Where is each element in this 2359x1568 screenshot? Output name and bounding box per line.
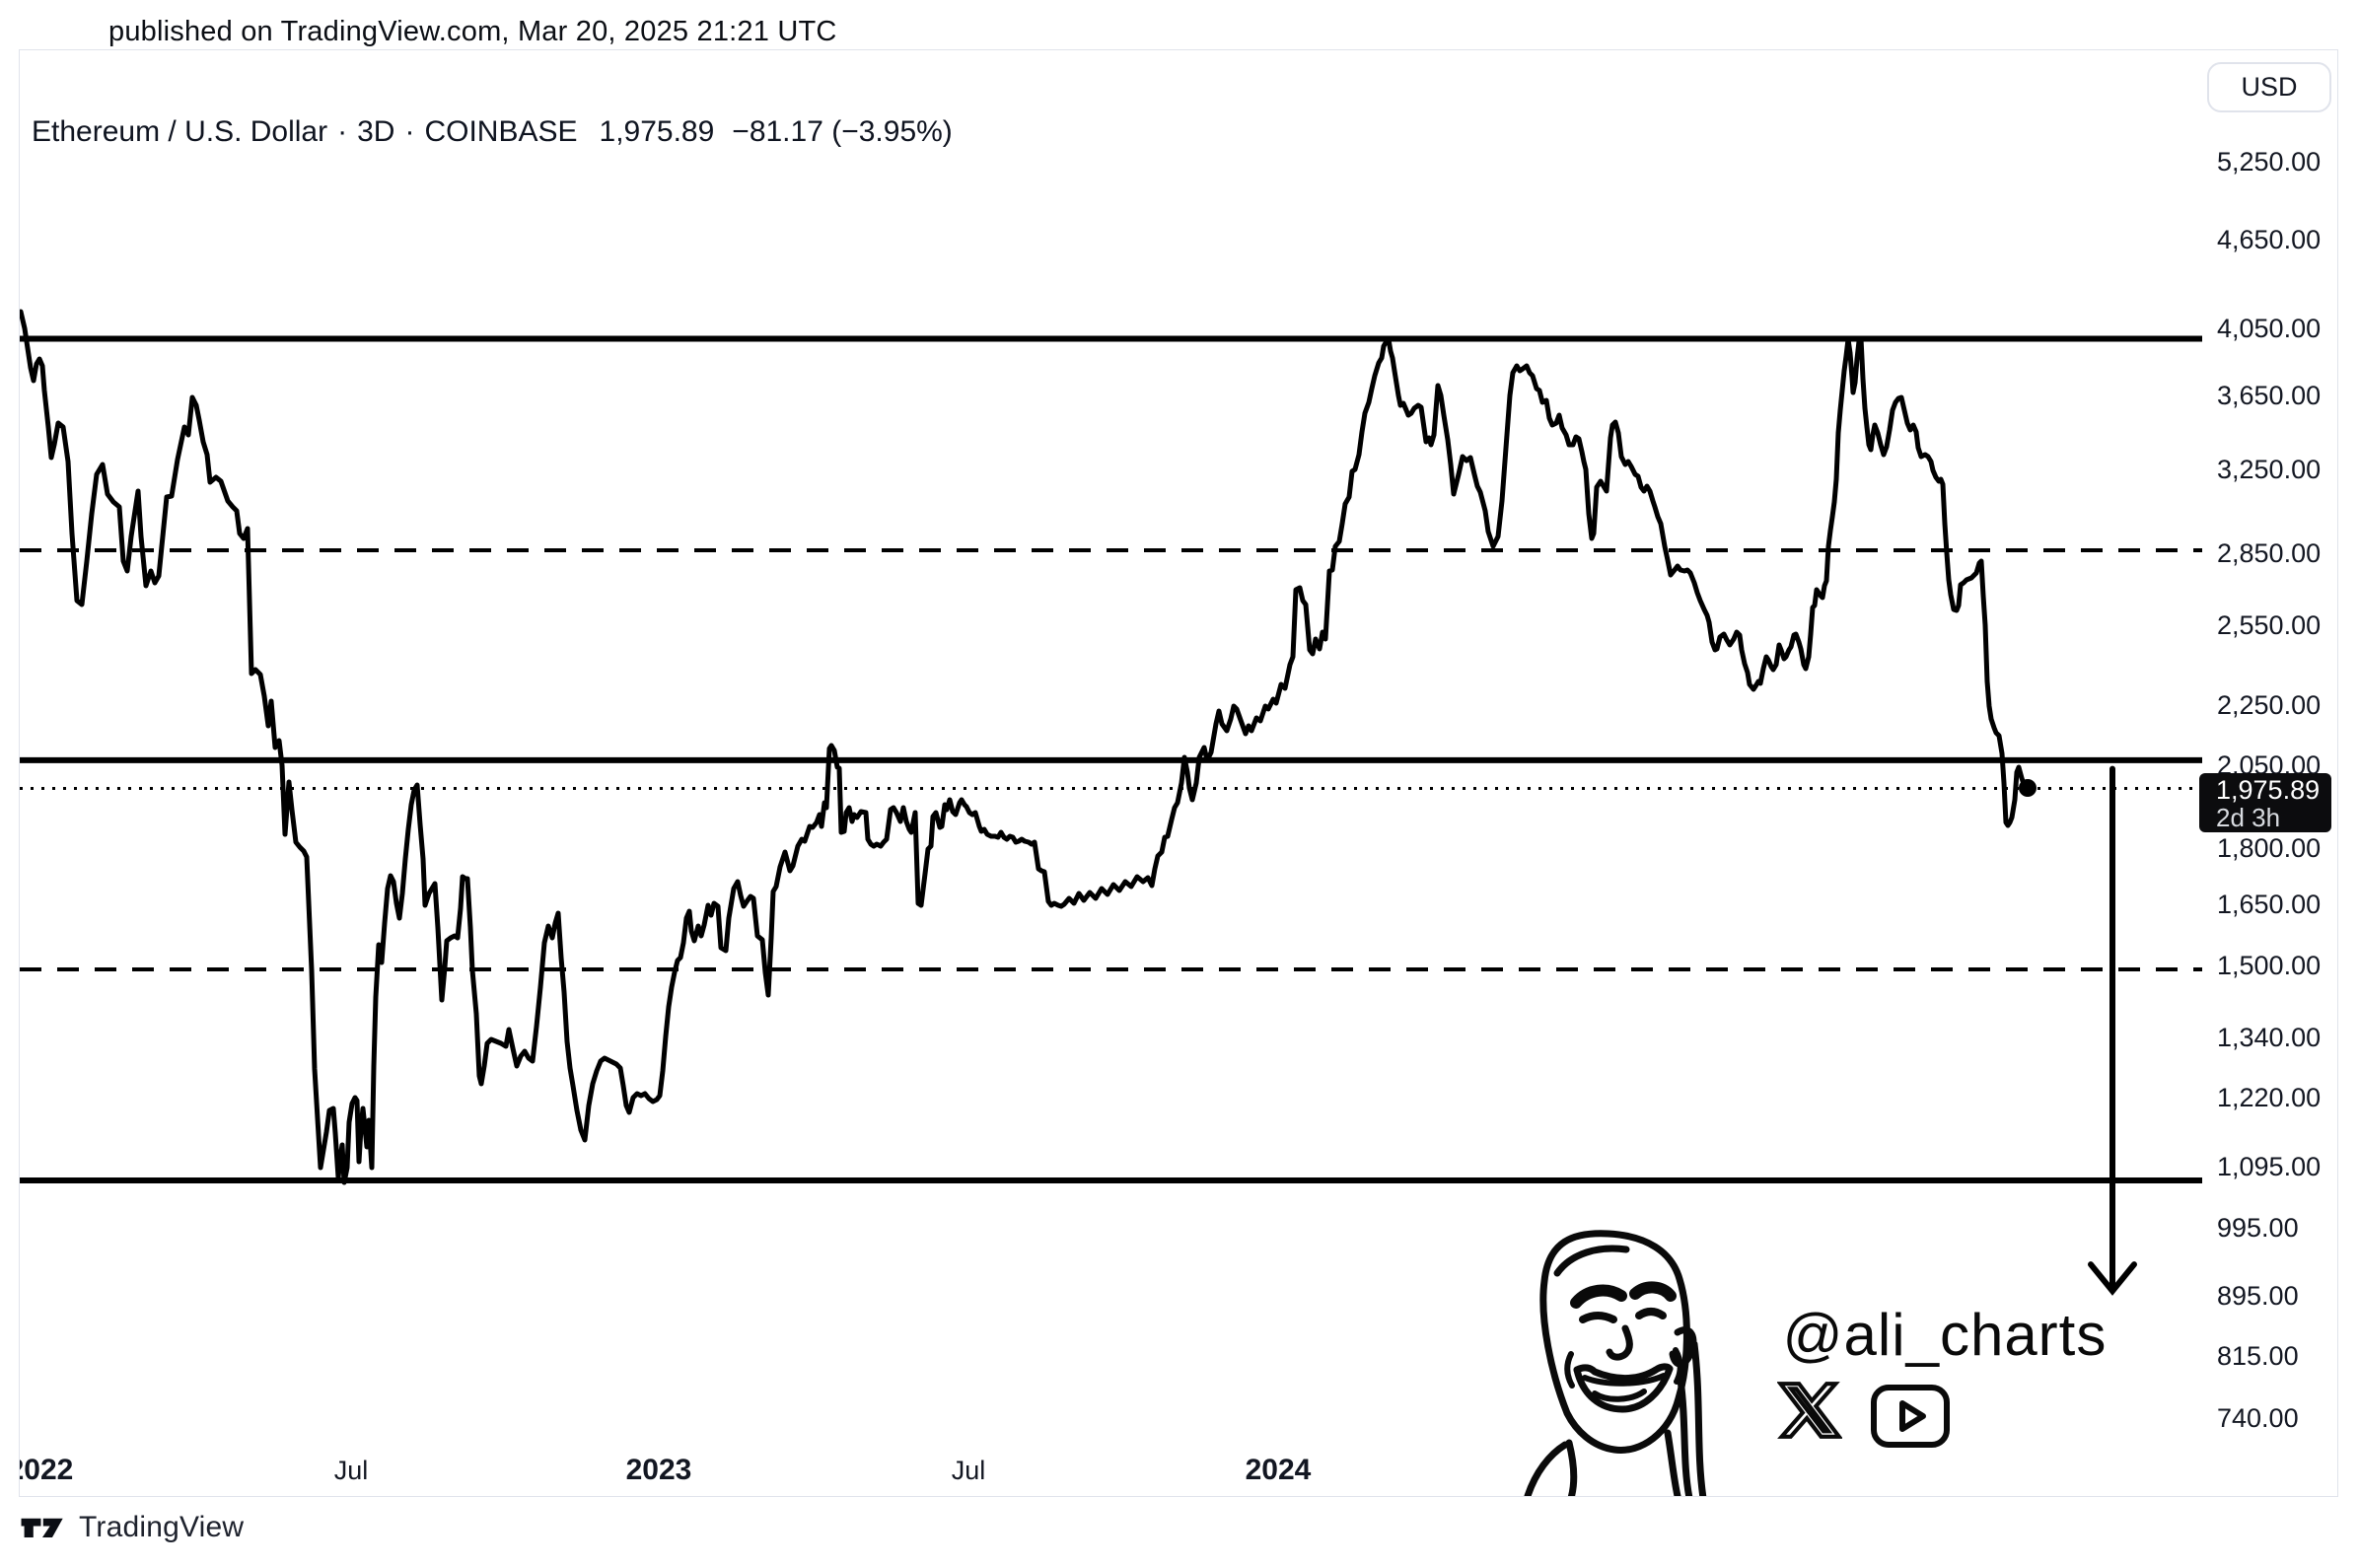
price-tick-740: 740.00 <box>2217 1402 2299 1433</box>
x-logo-icon[interactable] <box>1777 1378 1842 1443</box>
exchange-label: COINBASE <box>424 115 578 148</box>
x-logo-path <box>1777 1382 1842 1439</box>
hair-strand-2 <box>1690 1340 1707 1496</box>
right-eyebrow <box>1629 1281 1677 1302</box>
price-tick-1800: 1,800.00 <box>2217 833 2322 864</box>
title-separator: · <box>337 115 348 148</box>
left-shoulder <box>1524 1441 1569 1496</box>
time-tick-jul: Jul <box>333 1456 369 1485</box>
time-tick-2022: 2022 <box>20 1454 74 1486</box>
collar <box>1565 1439 1578 1496</box>
publish-note: published on TradingView.com, Mar 20, 20… <box>108 16 837 47</box>
arrow-part <box>2088 1261 2137 1296</box>
currency-unit-label: USD <box>2241 72 2298 102</box>
tradingview-wordmark: TradingView <box>79 1511 245 1543</box>
left-smile-crease <box>1564 1351 1575 1389</box>
right-eye <box>1635 1308 1667 1319</box>
badge-price: 1,975.89 <box>2216 774 2321 805</box>
symbol-title-row: Ethereum / U.S. Dollar · 3D · COINBASE 1,975.… <box>32 115 953 149</box>
price-tick-3650: 3,650.00 <box>2217 380 2322 410</box>
youtube-play-triangle <box>1899 1400 1926 1432</box>
left-eyebrow <box>1570 1284 1627 1309</box>
price-tick-2850: 2,850.00 <box>2217 538 2322 569</box>
time-tick-2023: 2023 <box>625 1454 692 1486</box>
last-price-text: 1,975.89 <box>599 115 715 148</box>
last-price-marker <box>2019 779 2037 797</box>
time-tick-2024: 2024 <box>1245 1454 1312 1486</box>
horizontal-levels <box>20 335 2202 1183</box>
interval-label[interactable]: 3D <box>357 115 395 148</box>
tv-mark-seven <box>42 1518 63 1537</box>
currency-unit-button[interactable]: USD <box>2207 62 2331 112</box>
price-tick-995: 995.00 <box>2217 1213 2299 1244</box>
left-eye <box>1579 1312 1617 1323</box>
price-change-text: −81.17 (−3.95%) <box>732 115 953 148</box>
youtube-frame <box>1871 1385 1950 1448</box>
artist-face-sketch <box>1524 1230 1707 1496</box>
price-tick-815: 815.00 <box>2217 1341 2299 1372</box>
hairline <box>1553 1245 1630 1277</box>
neck <box>1664 1429 1681 1496</box>
footer-brand-row[interactable]: TradingView <box>20 1511 244 1544</box>
hair-strand <box>1677 1376 1693 1496</box>
teeth-line <box>1582 1373 1667 1387</box>
symbol-name[interactable]: Ethereum / U.S. Dollar <box>32 115 328 148</box>
youtube-logo-icon[interactable] <box>1870 1384 1951 1449</box>
price-tick-895: 895.00 <box>2217 1281 2299 1312</box>
title-separator: · <box>404 115 415 148</box>
price-tick-4650: 4,650.00 <box>2217 225 2322 255</box>
watermark-handle: @ali_charts <box>1782 1302 2108 1368</box>
projection-arrow-down <box>2088 765 2137 1296</box>
price-tick-2250: 2,250.00 <box>2217 690 2322 721</box>
price-chart-canvas[interactable] <box>20 50 2338 1497</box>
price-tick-2550: 2,550.00 <box>2217 609 2322 640</box>
tongue <box>1592 1389 1647 1402</box>
tradingview-logo-icon <box>21 1518 63 1537</box>
ear <box>1669 1326 1697 1368</box>
price-tick-1650: 1,650.00 <box>2217 889 2322 919</box>
mouth <box>1573 1365 1674 1413</box>
price-tick-3250: 3,250.00 <box>2217 455 2322 485</box>
price-line-series <box>20 309 2031 1185</box>
price-tick-1220: 1,220.00 <box>2217 1082 2322 1112</box>
price-tick-5250: 5,250.00 <box>2217 147 2322 178</box>
time-tick-jul: Jul <box>951 1456 986 1485</box>
tv-mark-left <box>21 1518 41 1537</box>
price-tick-1340: 1,340.00 <box>2217 1022 2322 1052</box>
upper-lip <box>1573 1363 1674 1383</box>
price-tick-1500: 1,500.00 <box>2217 950 2322 980</box>
nose <box>1606 1324 1633 1361</box>
chart-card: Ethereum / U.S. Dollar · 3D · COINBASE 1,975.… <box>19 49 2338 1497</box>
price-tick-4050: 4,050.00 <box>2217 314 2322 343</box>
price-tick-1095: 1,095.00 <box>2217 1152 2322 1182</box>
current-price-badge[interactable]: 1,975.89 2d 3h <box>2199 772 2331 832</box>
badge-countdown: 2d 3h <box>2216 802 2281 832</box>
